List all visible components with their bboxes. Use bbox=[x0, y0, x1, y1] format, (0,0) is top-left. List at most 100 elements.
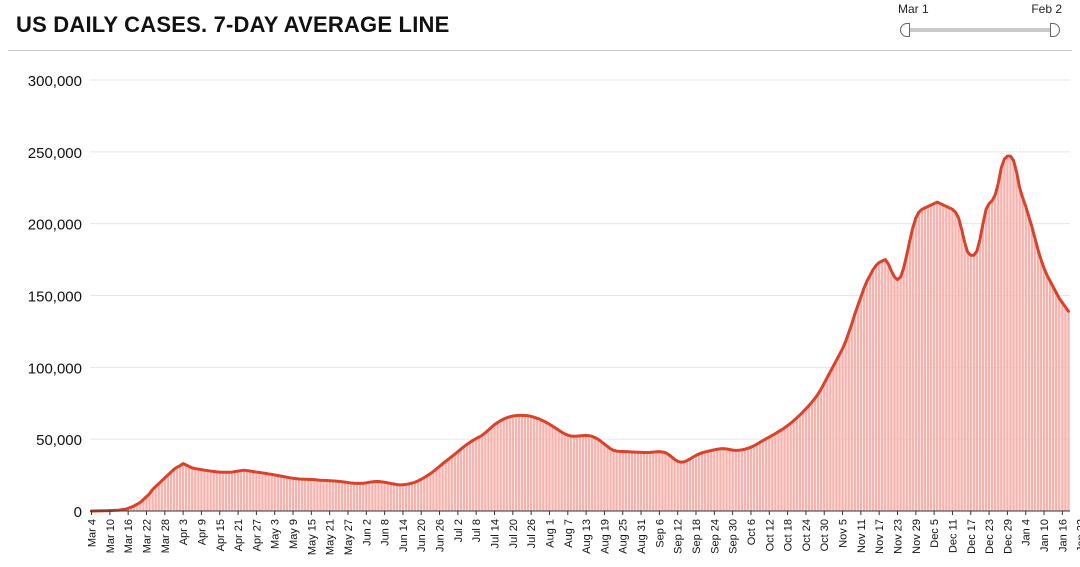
bar bbox=[630, 451, 634, 511]
bar bbox=[270, 474, 273, 511]
bar bbox=[197, 469, 200, 511]
bar bbox=[523, 415, 527, 511]
bar bbox=[844, 341, 847, 511]
x-tick-label: Sep 6 bbox=[654, 519, 666, 548]
bar bbox=[978, 239, 982, 511]
seven-day-average-line bbox=[90, 154, 1070, 513]
bar bbox=[633, 452, 637, 511]
y-tick-label: 200,000 bbox=[28, 217, 82, 234]
bar bbox=[261, 472, 264, 511]
bar bbox=[206, 470, 209, 511]
bar bbox=[310, 479, 313, 511]
range-end-handle[interactable] bbox=[1050, 23, 1060, 37]
bar bbox=[380, 481, 383, 511]
bar bbox=[499, 420, 502, 511]
date-range-slider[interactable]: Mar 1 Feb 2 bbox=[896, 0, 1064, 40]
bar bbox=[975, 250, 979, 511]
bar bbox=[584, 435, 588, 511]
bar bbox=[181, 463, 185, 511]
bar bbox=[227, 472, 231, 511]
bar bbox=[230, 472, 234, 511]
bar bbox=[282, 476, 286, 511]
bar bbox=[945, 206, 948, 511]
bar bbox=[456, 451, 460, 511]
bar bbox=[838, 354, 841, 511]
bar bbox=[661, 451, 664, 511]
x-tick-label: Mar 16 bbox=[123, 519, 135, 553]
bar bbox=[777, 431, 780, 511]
bar bbox=[325, 480, 328, 511]
header-divider bbox=[8, 50, 1072, 51]
bar bbox=[856, 305, 860, 511]
bar bbox=[682, 461, 685, 511]
y-axis: 0 50,000 100,000 150,000 200,000 250,000 300,0… bbox=[28, 73, 82, 521]
bar bbox=[734, 450, 737, 511]
bar bbox=[471, 440, 475, 511]
bar bbox=[203, 470, 206, 511]
x-tick-label: Jun 2 bbox=[361, 519, 373, 546]
x-tick-label: Jul 26 bbox=[526, 519, 538, 548]
bar bbox=[365, 482, 368, 511]
bar bbox=[749, 447, 753, 511]
bar bbox=[1021, 197, 1024, 511]
bar bbox=[987, 203, 991, 512]
x-tick-label: Jun 20 bbox=[416, 519, 428, 552]
x-tick-label: Jun 8 bbox=[380, 519, 392, 546]
bar bbox=[810, 401, 814, 511]
bar bbox=[371, 481, 374, 511]
bar bbox=[819, 388, 823, 511]
bar bbox=[658, 451, 661, 511]
bar bbox=[557, 430, 560, 511]
bar bbox=[285, 477, 289, 511]
x-tick-label: Mar 28 bbox=[160, 519, 172, 553]
bar bbox=[627, 451, 631, 511]
bar bbox=[923, 207, 927, 512]
bar bbox=[823, 383, 826, 511]
bar bbox=[252, 471, 255, 511]
bar bbox=[175, 467, 179, 511]
x-tick-label: Nov 29 bbox=[911, 519, 923, 554]
bar bbox=[761, 440, 765, 511]
bar bbox=[795, 417, 798, 511]
bar bbox=[606, 446, 609, 511]
bar bbox=[652, 452, 655, 511]
x-tick-label: Apr 21 bbox=[233, 519, 245, 551]
x-tick-label: Dec 29 bbox=[1002, 519, 1014, 554]
x-tick-label: Apr 27 bbox=[251, 519, 263, 551]
bar bbox=[798, 415, 801, 511]
bar bbox=[847, 332, 850, 511]
range-track[interactable] bbox=[904, 28, 1056, 32]
bar bbox=[130, 507, 133, 511]
cases-chart: 0 50,000 100,000 150,000 200,000 250,000 300,0… bbox=[28, 73, 1080, 555]
bar bbox=[160, 480, 163, 511]
x-tick-label: Dec 11 bbox=[947, 519, 959, 553]
bar bbox=[835, 360, 838, 511]
bar bbox=[441, 463, 444, 511]
bar bbox=[807, 405, 811, 511]
bar bbox=[1024, 206, 1027, 511]
bar bbox=[1000, 167, 1003, 511]
bar bbox=[410, 483, 414, 511]
x-tick-label: Oct 6 bbox=[746, 519, 758, 545]
x-tick-label: Oct 24 bbox=[801, 519, 813, 551]
bar bbox=[465, 444, 469, 511]
bar bbox=[816, 393, 820, 511]
bar bbox=[1061, 302, 1064, 511]
bar bbox=[273, 474, 276, 511]
bar bbox=[328, 480, 331, 511]
x-tick-label: Apr 15 bbox=[215, 519, 227, 551]
bar bbox=[184, 465, 188, 511]
bar bbox=[688, 458, 692, 511]
bar bbox=[896, 279, 899, 511]
bar bbox=[615, 451, 618, 511]
range-start-label: Mar 1 bbox=[898, 2, 929, 16]
bar bbox=[722, 448, 725, 511]
bar bbox=[1048, 281, 1052, 511]
bar bbox=[768, 437, 771, 511]
x-tick-label: Jan 22 bbox=[1076, 519, 1080, 552]
range-start-handle[interactable] bbox=[900, 23, 910, 37]
x-tick-label: Sep 24 bbox=[709, 519, 721, 554]
x-tick-label: Aug 1 bbox=[544, 519, 556, 548]
bar bbox=[349, 482, 353, 511]
bar bbox=[316, 479, 319, 511]
